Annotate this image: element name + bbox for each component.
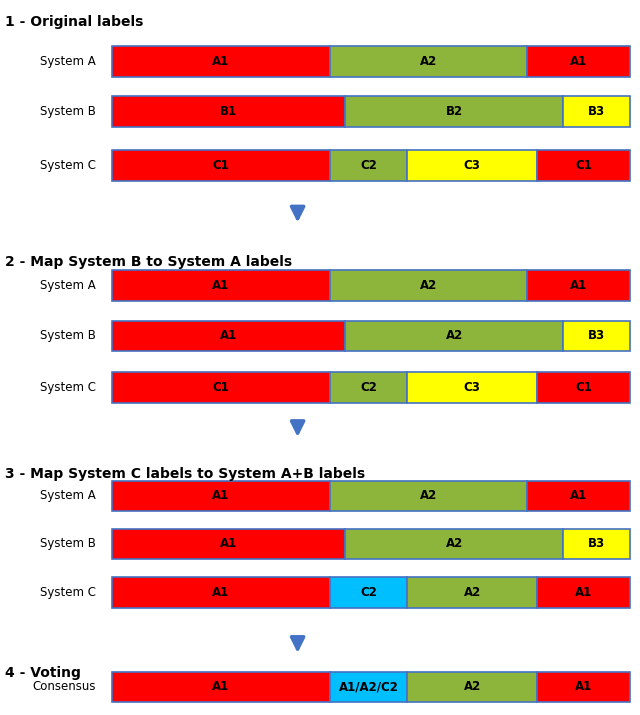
Text: A2: A2 [463, 681, 481, 694]
FancyBboxPatch shape [112, 96, 346, 127]
Text: A2: A2 [445, 538, 463, 551]
Text: C3: C3 [464, 381, 481, 394]
Text: System A: System A [40, 490, 96, 503]
FancyBboxPatch shape [408, 150, 537, 181]
Text: A1: A1 [575, 681, 593, 694]
Text: C3: C3 [464, 159, 481, 172]
FancyBboxPatch shape [537, 372, 630, 403]
Text: C2: C2 [360, 159, 377, 172]
Text: C2: C2 [360, 586, 377, 599]
Text: A1: A1 [212, 490, 230, 503]
FancyBboxPatch shape [563, 528, 630, 559]
Text: System C: System C [40, 381, 96, 394]
Text: B3: B3 [588, 105, 605, 118]
FancyBboxPatch shape [330, 46, 527, 77]
Text: 3 - Map System C labels to System A+B labels: 3 - Map System C labels to System A+B la… [5, 467, 365, 481]
FancyBboxPatch shape [330, 150, 408, 181]
FancyBboxPatch shape [527, 270, 630, 301]
FancyBboxPatch shape [112, 150, 330, 181]
FancyBboxPatch shape [330, 372, 408, 403]
FancyBboxPatch shape [112, 372, 330, 403]
Text: System B: System B [40, 105, 96, 118]
Text: A2: A2 [463, 586, 481, 599]
FancyBboxPatch shape [112, 528, 346, 559]
FancyBboxPatch shape [527, 480, 630, 511]
Text: A1: A1 [212, 681, 230, 694]
Text: A1: A1 [220, 538, 237, 551]
FancyBboxPatch shape [537, 150, 630, 181]
Text: C1: C1 [575, 159, 592, 172]
Text: A1: A1 [570, 280, 587, 292]
Text: C1: C1 [212, 381, 229, 394]
FancyBboxPatch shape [408, 372, 537, 403]
FancyBboxPatch shape [112, 320, 346, 351]
FancyBboxPatch shape [346, 528, 563, 559]
Text: C1: C1 [212, 159, 229, 172]
Text: System A: System A [40, 55, 96, 68]
Text: System A: System A [40, 280, 96, 292]
FancyBboxPatch shape [112, 270, 330, 301]
Text: System B: System B [40, 330, 96, 342]
FancyBboxPatch shape [330, 270, 527, 301]
Text: A2: A2 [445, 330, 463, 342]
Text: B3: B3 [588, 330, 605, 342]
FancyBboxPatch shape [563, 96, 630, 127]
FancyBboxPatch shape [112, 46, 330, 77]
FancyBboxPatch shape [330, 577, 408, 608]
Text: A1: A1 [570, 490, 587, 503]
Text: 1 - Original labels: 1 - Original labels [5, 15, 143, 29]
FancyBboxPatch shape [112, 671, 330, 702]
FancyBboxPatch shape [563, 320, 630, 351]
Text: System C: System C [40, 159, 96, 172]
Text: System C: System C [40, 586, 96, 599]
FancyBboxPatch shape [346, 320, 563, 351]
Text: B1: B1 [220, 105, 237, 118]
Text: A1: A1 [212, 280, 230, 292]
FancyBboxPatch shape [330, 671, 408, 702]
Text: 4 - Voting: 4 - Voting [5, 666, 81, 681]
Text: 2 - Map System B to System A labels: 2 - Map System B to System A labels [5, 255, 292, 270]
FancyBboxPatch shape [112, 577, 330, 608]
Text: B2: B2 [445, 105, 463, 118]
Text: A2: A2 [420, 280, 437, 292]
Text: System B: System B [40, 538, 96, 551]
FancyBboxPatch shape [537, 671, 630, 702]
FancyBboxPatch shape [527, 46, 630, 77]
FancyBboxPatch shape [330, 480, 527, 511]
Text: A2: A2 [420, 55, 437, 68]
FancyBboxPatch shape [408, 671, 537, 702]
Text: C2: C2 [360, 381, 377, 394]
Text: A1/A2/C2: A1/A2/C2 [339, 681, 399, 694]
Text: A2: A2 [420, 490, 437, 503]
Text: A1: A1 [570, 55, 587, 68]
Text: Consensus: Consensus [33, 681, 96, 694]
Text: A1: A1 [575, 586, 593, 599]
FancyBboxPatch shape [408, 577, 537, 608]
FancyBboxPatch shape [537, 577, 630, 608]
Text: A1: A1 [220, 330, 237, 342]
Text: A1: A1 [212, 55, 230, 68]
Text: B3: B3 [588, 538, 605, 551]
Text: A1: A1 [212, 586, 230, 599]
Text: C1: C1 [575, 381, 592, 394]
FancyBboxPatch shape [346, 96, 563, 127]
FancyBboxPatch shape [112, 480, 330, 511]
